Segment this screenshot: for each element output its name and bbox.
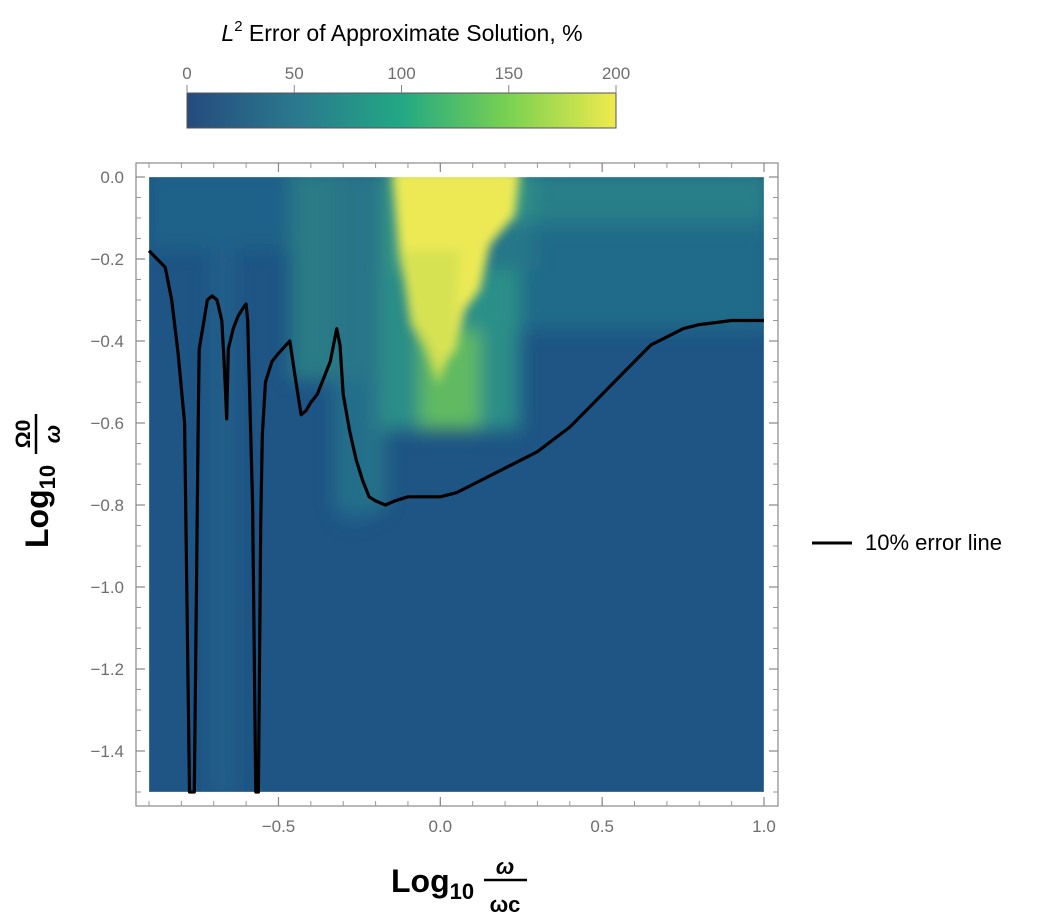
svg-text:Log10: Log10	[19, 465, 60, 548]
y-axis-ticks: 0.0 −0.2 −0.4 −0.6 −0.8 −1.0 −1.2 −1.4	[90, 168, 778, 793]
y-tick-label: 0.0	[100, 168, 124, 187]
x-tick-label: 1.0	[752, 817, 776, 836]
x-tick-label: 0.5	[590, 817, 614, 836]
x-axis-label-numerator: ω	[496, 854, 514, 879]
legend-label: 10% error line	[865, 530, 1002, 555]
colorbar	[186, 92, 617, 129]
y-tick-label: −1.0	[90, 578, 124, 597]
x-tick-label: −0.5	[262, 817, 296, 836]
y-tick-label: −0.2	[90, 250, 124, 269]
svg-text:ω: ω	[40, 425, 65, 443]
colorbar-tick-label: 100	[387, 64, 415, 83]
y-tick-label: −1.4	[90, 742, 124, 761]
x-tick-label: 0.0	[428, 817, 452, 836]
colorbar-tick-label: 200	[602, 64, 630, 83]
y-tick-label: −0.4	[90, 332, 124, 351]
y-axis-label: Log10 Ω0 ω	[12, 414, 65, 548]
y-tick-label: −1.2	[90, 660, 124, 679]
colorbar-tick-label: 50	[285, 64, 304, 83]
svg-text:Ω0: Ω0	[12, 420, 35, 449]
colorbar-tick-label: 150	[495, 64, 523, 83]
colorbar-ticks: 0 50 100 150 200	[182, 64, 630, 93]
x-axis-ticks: −0.5 0.0 0.5 1.0	[148, 163, 776, 836]
y-tick-label: −0.6	[90, 414, 124, 433]
x-axis-label-main: Log10	[391, 863, 474, 904]
heatmap-field	[149, 177, 764, 792]
colorbar-title: L2 Error of Approximate Solution, %	[221, 18, 582, 46]
x-axis-label-denominator: ωc	[490, 892, 521, 917]
series-line-10pct-error	[147, 249, 764, 794]
y-tick-label: −0.8	[90, 496, 124, 515]
colorbar-tick-label: 0	[182, 64, 191, 83]
